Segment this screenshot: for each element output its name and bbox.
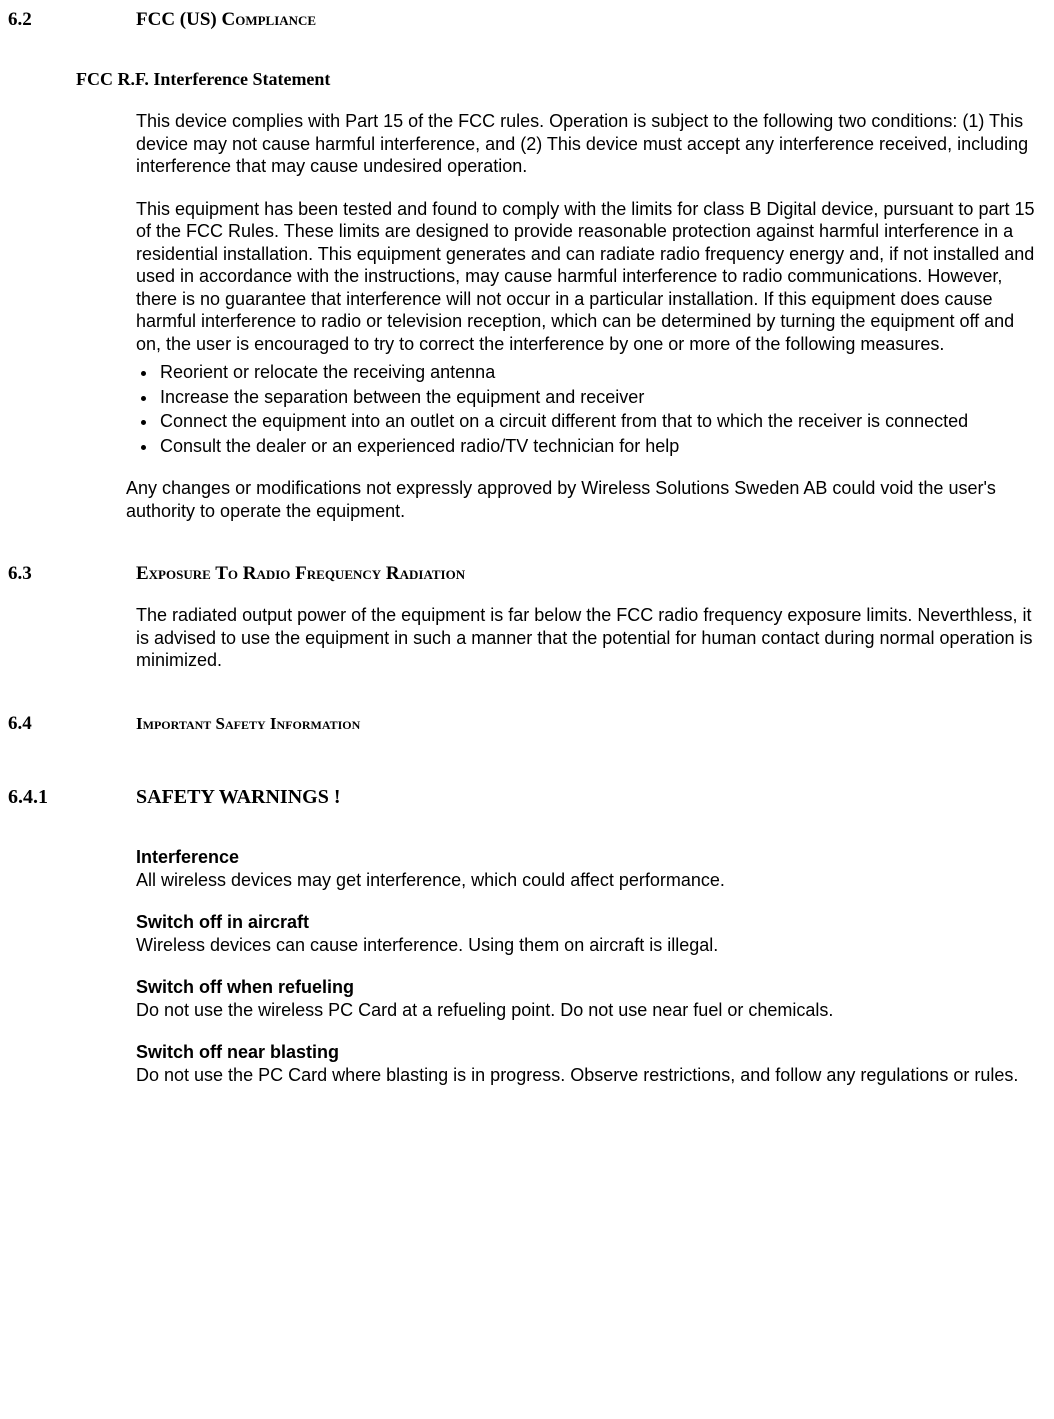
section-6-2-note: Any changes or modifications not express… (126, 477, 1038, 522)
section-number: 6.2 (8, 8, 136, 32)
warning-text: Do not use the PC Card where blasting is… (136, 1064, 1038, 1087)
section-heading-6-4-1: 6.4.1 SAFETY WARNINGS ! (8, 785, 1046, 810)
section-title: SAFETY WARNINGS ! (136, 785, 340, 810)
section-number: 6.3 (8, 562, 136, 586)
warning-text: Wireless devices can cause interference.… (136, 934, 1038, 957)
section-number: 6.4 (8, 712, 136, 736)
warning-text: All wireless devices may get interferenc… (136, 869, 1038, 892)
paragraph: This equipment has been tested and found… (136, 198, 1038, 356)
warning-block: Switch off near blasting Do not use the … (136, 1041, 1038, 1086)
section-heading-6-2: 6.2 FCC (US) Compliance (8, 8, 1046, 32)
list-item: Increase the separation between the equi… (158, 386, 1038, 409)
paragraph: Any changes or modifications not express… (126, 477, 1038, 522)
warning-block: Switch off in aircraft Wireless devices … (136, 911, 1038, 956)
section-heading-6-3: 6.3 Exposure To Radio Frequency Radiatio… (8, 562, 1046, 586)
safety-warnings-body: Interference All wireless devices may ge… (136, 846, 1038, 1086)
warning-heading: Interference (136, 846, 1038, 869)
warning-heading: Switch off near blasting (136, 1041, 1038, 1064)
warning-block: Switch off when refueling Do not use the… (136, 976, 1038, 1021)
warning-block: Interference All wireless devices may ge… (136, 846, 1038, 891)
list-item: Reorient or relocate the receiving anten… (158, 361, 1038, 384)
list-item: Consult the dealer or an experienced rad… (158, 435, 1038, 458)
section-heading-6-4: 6.4 Important Safety Information (8, 712, 1046, 736)
bullet-list: Reorient or relocate the receiving anten… (136, 361, 1038, 457)
warning-heading: Switch off in aircraft (136, 911, 1038, 934)
section-6-2-body: This device complies with Part 15 of the… (136, 110, 1038, 457)
paragraph: This device complies with Part 15 of the… (136, 110, 1038, 178)
paragraph: The radiated output power of the equipme… (136, 604, 1038, 672)
subsection-heading: FCC R.F. Interference Statement (76, 68, 1046, 91)
section-title: FCC (US) Compliance (136, 8, 316, 32)
warning-text: Do not use the wireless PC Card at a ref… (136, 999, 1038, 1022)
list-item: Connect the equipment into an outlet on … (158, 410, 1038, 433)
section-title: Exposure To Radio Frequency Radiation (136, 562, 465, 586)
section-title: Important Safety Information (136, 713, 360, 734)
warning-heading: Switch off when refueling (136, 976, 1038, 999)
section-6-3-body: The radiated output power of the equipme… (136, 604, 1038, 672)
section-number: 6.4.1 (8, 785, 136, 810)
